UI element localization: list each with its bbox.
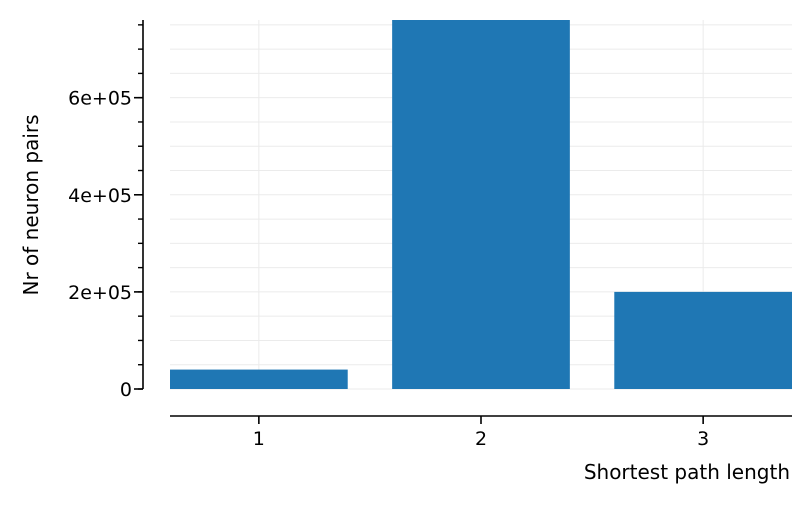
y-tick-label: 6e+05 [68, 88, 132, 110]
x-axis-title: Shortest path length [584, 460, 790, 484]
y-tick-label: 4e+05 [68, 185, 132, 207]
x-tick-label: 1 [253, 428, 265, 450]
y-tick-label: 0 [120, 379, 132, 401]
bar-2 [392, 20, 570, 389]
x-tick-label: 2 [475, 428, 487, 450]
x-axis: 1 2 3 [170, 415, 792, 450]
y-tick-label: 2e+05 [68, 282, 132, 304]
bar-3 [614, 291, 792, 389]
bars [170, 20, 792, 389]
x-tick-label: 3 [697, 428, 709, 450]
bar-1 [170, 369, 348, 389]
y-axis: 0 2e+05 4e+05 6e+05 [68, 20, 144, 401]
y-axis-title: Nr of neuron pairs [19, 114, 43, 295]
